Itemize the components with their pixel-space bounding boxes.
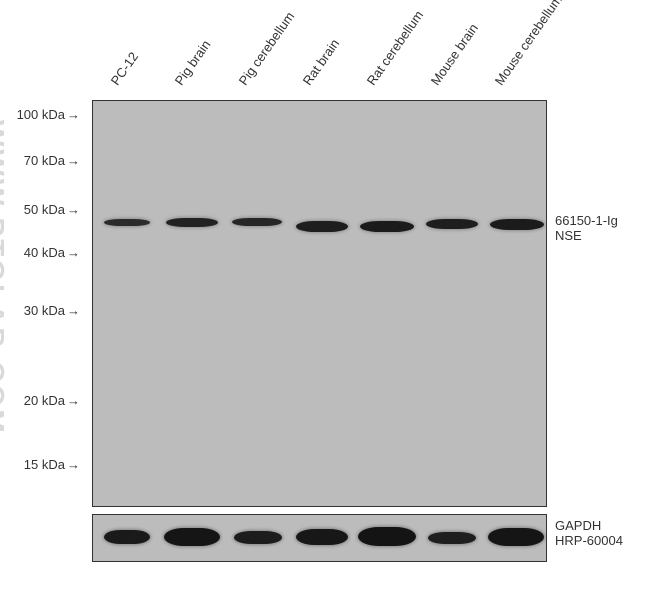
nse-label-block: 66150-1-Ig NSE [555,213,618,243]
gapdh-band [358,527,416,546]
mw-marker-label: 100 kDa→ [0,107,80,122]
gapdh-band [488,528,544,546]
antibody-id-label: 66150-1-Ig [555,213,618,228]
protein-band [360,221,414,232]
protein-band [490,219,544,230]
protein-band [104,219,150,226]
gapdh-band [104,530,150,544]
blot-figure: WWW.PTGLAB.COM PC-12Pig brainPig cerebel… [0,0,650,596]
main-blot-panel [92,100,547,507]
lane-label: Pig cerebellum [236,9,298,88]
lane-label: Mouse brain [428,21,481,88]
lane-label: Rat brain [300,36,343,88]
protein-band [166,218,218,227]
gapdh-band [296,529,348,545]
lane-label: Pig brain [172,37,214,88]
mw-marker-label: 30 kDa→ [0,303,80,318]
lane-label: PC-12 [108,49,141,88]
mw-marker-label: 40 kDa→ [0,245,80,260]
gapdh-blot-panel [92,514,547,562]
gapdh-band [234,531,282,544]
gapdh-label-block: GAPDH HRP-60004 [555,518,623,548]
mw-marker-label: 70 kDa→ [0,153,80,168]
lane-label: Mouse cerebellum [492,0,565,88]
gapdh-band [428,532,476,544]
mw-marker-label: 50 kDa→ [0,202,80,217]
mw-marker-label: 20 kDa→ [0,393,80,408]
gapdh-antibody-label: HRP-60004 [555,533,623,548]
gapdh-name-label: GAPDH [555,518,623,533]
protein-band [232,218,282,226]
protein-band [296,221,348,232]
lane-label: Rat cerebellum [364,8,426,88]
gapdh-band [164,528,220,546]
protein-name-label: NSE [555,228,618,243]
protein-band [426,219,478,229]
mw-marker-label: 15 kDa→ [0,457,80,472]
lane-labels-row: PC-12 Pig brain Pig cerebellumRat brain Rat… [95,0,545,90]
